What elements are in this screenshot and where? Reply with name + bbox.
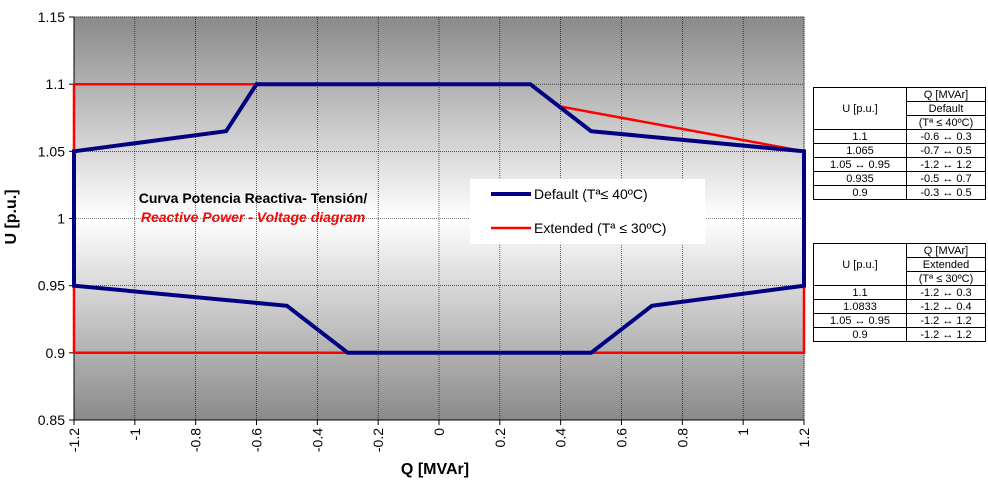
cell-u: 0.9	[813, 185, 907, 200]
cell-q: -0.6 ↔ 0.3	[906, 129, 986, 144]
header-u: U [p.u.]	[813, 243, 907, 286]
x-tick-label: -1	[127, 428, 143, 441]
header-q: Q [MVAr]	[906, 87, 986, 102]
y-axis-label: U [p.u.]	[3, 189, 20, 244]
x-tick-label: 0.2	[492, 428, 508, 448]
cell-u: 1.1	[813, 285, 907, 300]
table-row: 0.9 -1.2 ↔ 1.2	[813, 327, 986, 342]
cell-u: 1.05 ↔ 0.95	[813, 313, 907, 328]
x-tick-label: 0.6	[614, 428, 630, 448]
table-header-row: Default	[814, 101, 986, 116]
header-mode: Extended	[906, 257, 986, 272]
y-tick-label: 1.15	[38, 9, 65, 25]
y-tick-label: 1.05	[38, 143, 65, 159]
table-header-row: (Tª ≤ 30ºC)	[814, 271, 986, 286]
axis-ticks: -1.2 -1 -0.8 -0.6 -0.4 -0.2 0 0.2 0.4 0.6 0.8 1 1.2 0…	[38, 9, 812, 452]
x-tick-label: 1.2	[796, 428, 812, 448]
cell-q: -1.2 ↔ 0.4	[906, 299, 986, 314]
x-tick-label: -1.2	[66, 428, 82, 452]
table-header-row: U [p.u.] Q [MVAr]	[813, 243, 986, 286]
cell-u: 0.935	[813, 171, 907, 186]
cell-q: -0.7 ↔ 0.5	[906, 143, 986, 158]
cell-q: -0.5 ↔ 0.7	[906, 171, 986, 186]
legend-box	[470, 179, 705, 244]
table-row: 1.065 -0.7 ↔ 0.5	[813, 143, 986, 158]
table-header-row: Extended	[814, 257, 986, 272]
x-tick-label: -0.4	[309, 428, 325, 452]
cell-u: 0.9	[813, 327, 907, 342]
table-row: 1.05 ↔ 0.95 -1.2 ↔ 1.2	[813, 157, 986, 172]
cell-q: -0.3 ↔ 0.5	[906, 185, 986, 200]
legend: Default (Tª≤ 40ºC) Extended (Tª ≤ 30ºC)	[470, 179, 705, 244]
x-tick-label: 0.4	[553, 428, 569, 448]
cell-q: -1.2 ↔ 0.3	[906, 285, 986, 300]
y-tick-label: 1.1	[46, 76, 66, 92]
cell-u: 1.0833	[813, 299, 907, 314]
series-lines	[72, 82, 806, 355]
x-tick-label: -0.2	[370, 428, 386, 452]
y-tick-label: 0.9	[46, 345, 66, 361]
x-tick-label: 1	[735, 428, 751, 436]
chart-title-line1: Curva Potencia Reactiva- Tensión/	[139, 190, 368, 206]
table-row: 0.935 -0.5 ↔ 0.7	[813, 171, 986, 186]
default-limits-table: U [p.u.] Q [MVAr] Default (Tª ≤ 40ºC) 1.…	[813, 87, 986, 200]
cell-q: -1.2 ↔ 1.2	[906, 313, 986, 328]
x-tick-label: 0.8	[674, 428, 690, 448]
header-mode: Default	[906, 101, 986, 116]
x-tick-label: 0	[431, 428, 447, 436]
table-row: 0.9 -0.3 ↔ 0.5	[813, 185, 986, 200]
series-line-default	[72, 82, 806, 355]
table-header-row: U [p.u.] Q [MVAr]	[813, 87, 986, 130]
cell-q: -1.2 ↔ 1.2	[906, 327, 986, 342]
y-tick-label: 0.85	[38, 412, 65, 428]
chart-title-line2: Reactive Power - Voltage diagram	[141, 209, 365, 225]
cell-u: 1.065	[813, 143, 907, 158]
x-tick-label: -0.8	[188, 428, 204, 452]
cell-q: -1.2 ↔ 1.2	[906, 157, 986, 172]
cell-u: 1.05 ↔ 0.95	[813, 157, 907, 172]
header-temp: (Tª ≤ 40ºC)	[906, 115, 986, 130]
table-row: 1.05 ↔ 0.95 -1.2 ↔ 1.2	[813, 313, 986, 328]
cell-u: 1.1	[813, 129, 907, 144]
table-row: 1.1 -1.2 ↔ 0.3	[813, 285, 986, 300]
header-temp: (Tª ≤ 30ºC)	[906, 271, 986, 286]
y-tick-label: 1	[57, 211, 65, 227]
y-tick-label: 0.95	[38, 278, 65, 294]
x-tick-label: -0.6	[249, 428, 265, 452]
legend-label-default: Default (Tª≤ 40ºC)	[534, 186, 648, 202]
x-axis-label: Q [MVAr]	[401, 461, 469, 478]
header-u: U [p.u.]	[813, 87, 907, 130]
table-row: 1.1 -0.6 ↔ 0.3	[813, 129, 986, 144]
legend-label-extended: Extended (Tª ≤ 30ºC)	[534, 220, 666, 236]
table-row: 1.0833 -1.2 ↔ 0.4	[813, 299, 986, 314]
header-q: Q [MVAr]	[906, 243, 986, 258]
extended-limits-table: U [p.u.] Q [MVAr] Extended (Tª ≤ 30ºC) 1…	[813, 243, 986, 342]
